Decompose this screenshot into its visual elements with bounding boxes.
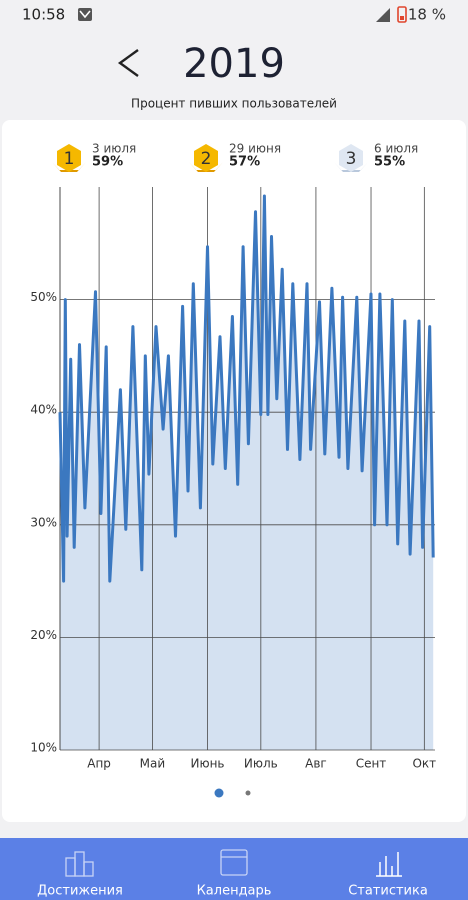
y-tick-label: 40%: [30, 403, 57, 417]
nav-label[interactable]: Статистика: [348, 884, 428, 899]
bottom-nav: [0, 838, 468, 900]
nav-labels: Достижения Календарь Статистика: [37, 884, 428, 899]
x-tick-label: Сент: [356, 757, 387, 771]
podium-value: 59%: [92, 155, 123, 170]
nav-icon-achievements: [65, 851, 94, 877]
podium-date: 6 июля: [374, 142, 418, 156]
line: [58, 194, 435, 583]
medal: [57, 144, 81, 172]
podium-value: 57%: [229, 155, 260, 170]
page-dot-active[interactable]: [214, 788, 224, 798]
x-tick-label: Окт: [412, 757, 436, 771]
nav-icon-statistics: [376, 852, 402, 877]
medal-rank: 1: [64, 149, 75, 169]
nav-label[interactable]: Календарь: [197, 884, 272, 899]
x-tick-label: Апр: [87, 757, 111, 771]
x-tick-label: Май: [140, 757, 166, 771]
nav-icon-calendar: [220, 849, 248, 876]
medal: [339, 144, 363, 172]
battery-icon: [397, 6, 407, 23]
nav-label[interactable]: Достижения: [37, 884, 123, 899]
medal-rank: 3: [346, 149, 357, 169]
subtitle: Процент пивших пользователей: [131, 97, 337, 111]
x-tick-label: Авг: [305, 757, 327, 771]
signal-icon: [376, 8, 390, 22]
mail-icon-glyph: [79, 10, 91, 19]
medal: [194, 144, 218, 172]
y-tick-label: 50%: [30, 290, 57, 304]
mail-icon: [78, 8, 92, 21]
year-title: 2019: [183, 41, 285, 87]
page-dot[interactable]: [245, 790, 251, 796]
area: [60, 196, 434, 750]
y-tick-label: 20%: [30, 628, 57, 642]
y-tick-label: 30%: [30, 515, 57, 529]
podium-value: 55%: [374, 155, 405, 170]
podium-date: 3 июля: [92, 142, 136, 156]
battery-level: [400, 16, 404, 20]
x-tick-label: Июнь: [191, 757, 225, 771]
battery-text: 18 %: [408, 6, 446, 24]
x-tick-label: Июль: [244, 757, 278, 771]
y-tick-label: 10%: [30, 741, 57, 755]
back-button[interactable]: [117, 49, 139, 77]
chart: 10% 20% 30% 40% 50% Апр Май Июнь Июль Авг Сент Окт: [30, 187, 436, 771]
podium-date: 29 июня: [229, 142, 281, 156]
medal-rank: 2: [201, 149, 212, 169]
status-time: 10:58: [22, 6, 65, 24]
